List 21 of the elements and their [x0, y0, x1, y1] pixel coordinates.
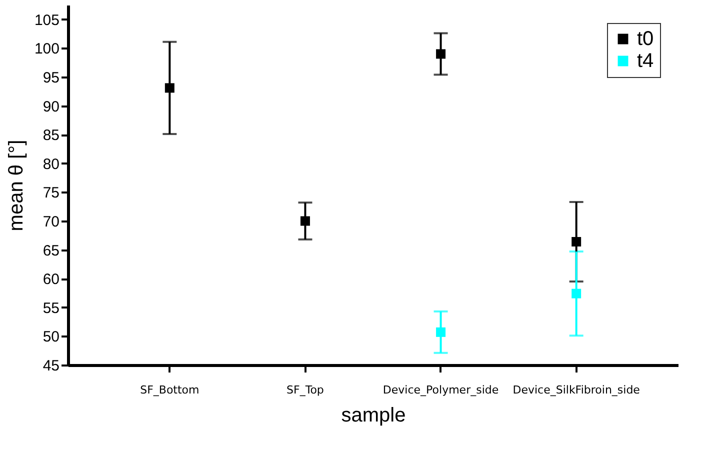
- y-tick-label: 75: [42, 184, 60, 202]
- legend-label: t0: [637, 28, 654, 50]
- y-tick-label: 95: [42, 70, 60, 86]
- y-tick-label: 60: [42, 271, 60, 288]
- x-tick-label: SF_Bottom: [140, 384, 200, 396]
- y-axis-title: mean θ [°]: [5, 140, 28, 232]
- y-tick-label: 65: [42, 242, 60, 260]
- y-tick-label: 80: [42, 156, 60, 173]
- x-tick-label: Device_Polymer_side: [382, 384, 499, 396]
- x-axis-title: sample: [341, 404, 406, 426]
- y-tick-label: 55: [42, 300, 60, 317]
- y-tick-label: 105: [34, 12, 60, 29]
- y-tick-label: 50: [42, 328, 60, 346]
- legend-label: t4: [637, 50, 654, 72]
- x-tick-label: Device_SilkFibroin_side: [512, 384, 640, 396]
- x-tick-label: SF_Top: [286, 384, 324, 396]
- y-tick-label: 45: [42, 358, 60, 374]
- y-tick-label: 90: [42, 98, 60, 116]
- y-tick-label: 100: [34, 40, 60, 58]
- y-tick-label: 85: [42, 127, 60, 144]
- y-tick-label: 70: [42, 214, 60, 230]
